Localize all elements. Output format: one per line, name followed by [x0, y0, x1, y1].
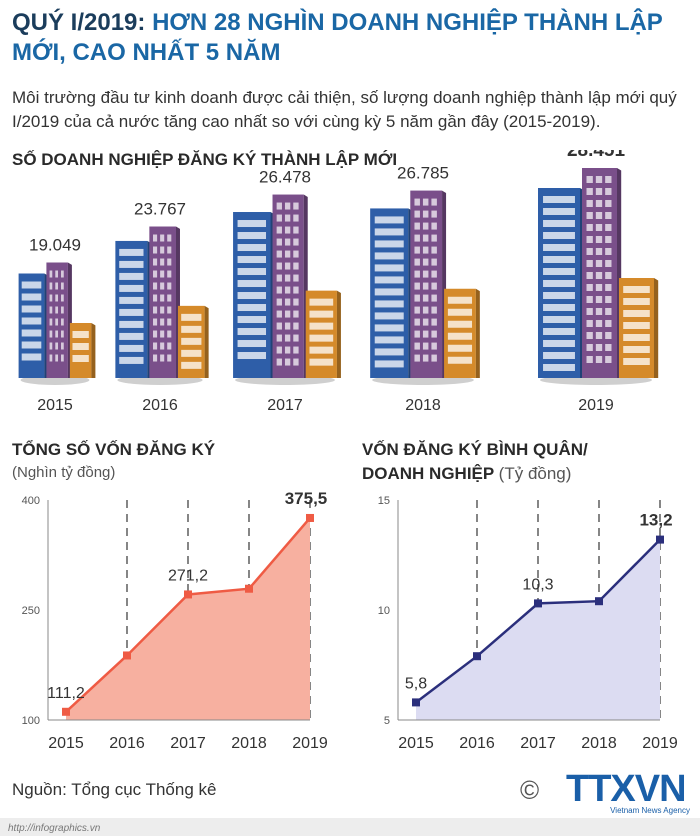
avg-point-4: [656, 535, 664, 544]
capital-xtick-1: 2016: [109, 735, 145, 752]
logo-text: TTXVN: [566, 768, 687, 810]
building-value-0: 19.049: [29, 236, 81, 255]
avg-label-0: 5,8: [405, 675, 427, 692]
building-blue-windows-4: [543, 196, 575, 371]
avg-xtick-2: 2017: [520, 735, 556, 752]
building-purple-windows-0: [49, 270, 64, 362]
building-group-1: [115, 226, 209, 385]
avg-label-2: 10,3: [522, 576, 553, 593]
capital-ytick-0: 100: [22, 715, 40, 727]
building-orange-windows-2: [309, 298, 334, 366]
building-orange-side-0: [91, 323, 96, 378]
avg-chart-title-line2-text: DOANH NGHIỆP: [362, 464, 494, 483]
capital-xtick-2: 2017: [170, 735, 206, 752]
avg-point-2: [534, 599, 542, 608]
building-orange-windows-3: [447, 296, 473, 364]
capital-chart-title: TỔNG SỐ VỐN ĐĂNG KÝ: [12, 440, 216, 459]
building-orange-side-1: [204, 305, 209, 378]
footer-bar: http://infographics.vn: [0, 818, 700, 836]
title-lead: QUÝ I/2019:: [12, 9, 146, 36]
building-purple-windows-1: [153, 234, 172, 362]
building-year-0: 2015: [37, 397, 73, 414]
building-value-1: 23.767: [134, 200, 186, 219]
capital-label-2: 271,2: [168, 567, 208, 584]
avg-chart-title-line1: VỐN ĐĂNG KÝ BÌNH QUÂN/: [362, 440, 588, 459]
building-blue-windows-0: [21, 281, 42, 361]
avg-ytick-2: 15: [378, 495, 390, 507]
avg-xtick-3: 2018: [581, 735, 617, 752]
title-rest: HƠN 28 NGHÌN DOANH NGHIỆP THÀNH LẬP MỚI,…: [12, 9, 663, 66]
source-note: Nguồn: Tổng cục Thống kê: [12, 780, 217, 799]
building-year-4: 2019: [578, 397, 614, 414]
logo-subtext: Vietnam News Agency: [610, 806, 690, 815]
avg-area: [416, 539, 660, 720]
building-purple-windows-3: [414, 198, 437, 362]
capital-chart: 100 250 400 2015 111,2 2016 2017 271,2 2018 2019 3…: [22, 489, 328, 752]
building-blue-windows-3: [374, 216, 404, 368]
building-group-0: [18, 262, 96, 385]
avg-ytick-1: 10: [378, 605, 390, 617]
avg-point-1: [473, 652, 481, 661]
avg-point-0: [412, 698, 420, 707]
capital-xtick-0: 2015: [48, 735, 84, 752]
capital-point-2: [184, 590, 192, 599]
building-blue-windows-2: [237, 220, 267, 360]
building-value-2: 26.478: [259, 168, 311, 187]
buildings-chart-title: SỐ DOANH NGHIỆP ĐĂNG KÝ THÀNH LẬP MỚI: [12, 150, 398, 169]
capital-ytick-2: 400: [22, 495, 40, 507]
building-orange-side-2: [336, 290, 341, 378]
building-group-3: [370, 190, 480, 385]
avg-chart-unit: (Tỷ đồng): [498, 464, 572, 483]
building-orange-windows-1: [181, 313, 202, 369]
building-year-3: 2018: [405, 397, 441, 414]
capital-ytick-1: 250: [22, 605, 40, 617]
building-orange-side-3: [475, 288, 480, 378]
capital-point-3: [245, 584, 253, 593]
capital-xtick-3: 2018: [231, 735, 267, 752]
avg-chart-title-line2: DOANH NGHIỆP (Tỷ đồng): [362, 464, 571, 484]
capital-point-1: [123, 651, 131, 660]
building-group-2: [233, 194, 341, 385]
avg-xtick-0: 2015: [398, 735, 434, 752]
capital-chart-unit: (Nghìn tỷ đồng): [12, 464, 116, 481]
avg-chart: 5 10 15 2015 5,8 2016 2017 10,3 2018 2019 13,2: [378, 495, 678, 752]
building-orange-side-4: [654, 278, 659, 378]
building-purple-windows-4: [586, 176, 612, 363]
building-orange-windows-0: [72, 331, 89, 362]
capital-label-4: 375,5: [285, 489, 328, 508]
building-blue-windows-1: [119, 248, 144, 364]
building-blue-front-0: [18, 273, 45, 378]
building-year-2: 2017: [267, 397, 303, 414]
capital-area: [66, 517, 310, 720]
avg-point-3: [595, 597, 603, 606]
avg-ytick-0: 5: [384, 715, 390, 727]
capital-point-0: [62, 707, 70, 716]
page-title: QUÝ I/2019: HƠN 28 NGHÌN DOANH NGHIỆP TH…: [12, 8, 692, 68]
capital-point-4: [306, 513, 314, 522]
building-value-4: 28.451: [567, 150, 626, 161]
building-year-1: 2016: [142, 397, 178, 414]
building-value-3: 26.785: [397, 164, 449, 183]
capital-xtick-4: 2019: [292, 735, 328, 752]
building-orange-windows-4: [623, 286, 650, 365]
avg-xtick-4: 2019: [642, 735, 678, 752]
avg-label-4: 13,2: [639, 511, 672, 530]
avg-xtick-1: 2016: [459, 735, 495, 752]
page-subtitle: Môi trường đầu tư kinh doanh được cải th…: [12, 88, 677, 131]
capital-label-0: 111,2: [47, 685, 85, 702]
building-group-4: [538, 168, 659, 385]
ttxvn-logo: TTXVN Vietnam News Agency: [566, 770, 690, 820]
building-purple-windows-2: [276, 202, 299, 366]
buildings-chart: 19.049 2015 23.767 2016 26.478 2017 26.785 2018…: [18, 150, 659, 414]
copyright-symbol: ©: [520, 775, 540, 805]
website-link[interactable]: http://infographics.vn: [8, 823, 101, 834]
